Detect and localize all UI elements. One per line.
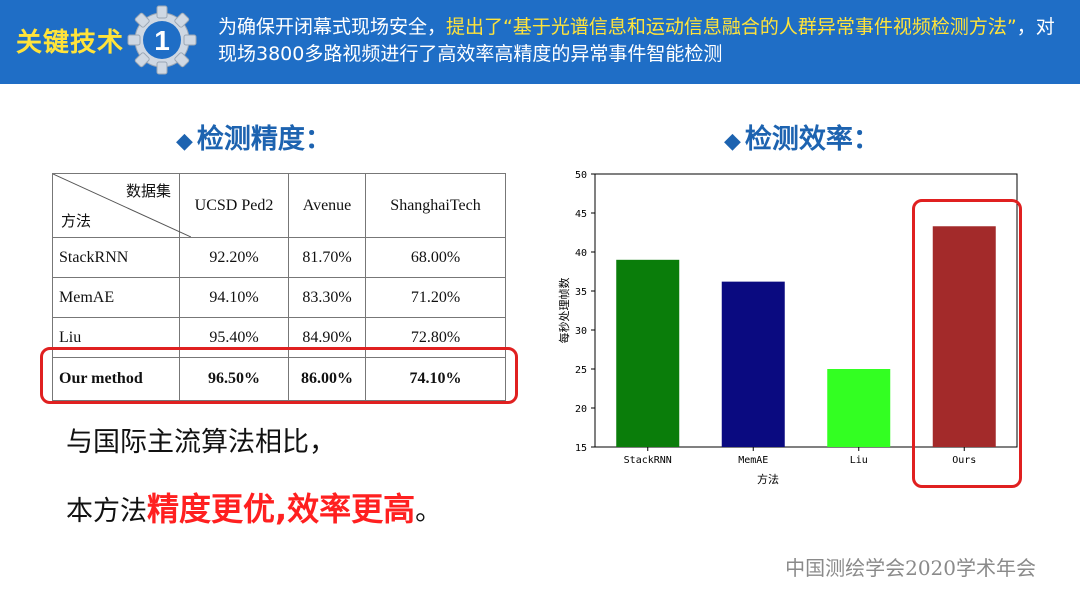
value-cell: 84.90% [288,317,366,358]
accuracy-table: 数据集 方法 UCSD Ped2 Avenue ShanghaiTech Sta… [52,173,506,401]
gear-icon: 1 [127,5,197,75]
value-cell: 68.00% [365,237,506,278]
method-cell: MemAE [52,277,180,318]
banner-label: 关键技术 [16,28,125,58]
accuracy-title-text: 检测精度： [196,124,332,155]
value-cell: 71.20% [365,277,506,318]
y-tick-label: 15 [575,443,587,454]
value-cell: 86.00% [288,357,366,401]
method-cell: StackRNN [52,237,180,278]
x-tick-label: Ours [952,455,976,466]
x-tick-label: Liu [850,455,868,466]
summary-line-2: 本方法精度更优,效率更高。 [66,484,442,530]
y-tick-label: 40 [575,248,587,259]
efficiency-title: ◆ 检测效率： [724,117,880,156]
summary-prefix: 本方法 [66,496,147,527]
highlight-box-table [40,347,518,404]
x-tick-label: MemAE [738,455,768,466]
efficiency-bar-chart: 15 20 25 30 35 40 45 50 StackRNN MemAE Liu Ours 方法 每秒… [557,170,1018,486]
plot-frame [594,173,1018,448]
value-cell: 95.40% [179,317,289,358]
value-cell: 83.30% [288,277,366,318]
summary-suffix: 。 [415,496,443,527]
badge-number: 1 [154,25,170,56]
y-tick-label: 35 [575,287,587,298]
summary-emphasis: 精度更优,效率更高 [147,490,416,528]
value-cell: 96.50% [179,357,289,401]
table-row-ours: Our method 96.50% 86.00% 74.10% [52,357,506,401]
bar [616,259,680,447]
diamond-bullet-icon: ◆ [176,129,193,154]
y-tick-label: 30 [575,326,587,337]
y-tick-label: 20 [575,404,587,415]
banner-text-part2: ，对现场3800多路视频进行了高效率高精度的异常事件智能检测 [218,16,1055,65]
table-row: StackRNN 92.20% 81.70% 68.00% [52,237,506,278]
header-method-label: 方法 [61,214,92,230]
table-row: MemAE 94.10% 83.30% 71.20% [52,277,506,318]
summary-line-1: 与国际主流算法相比， [66,427,336,458]
bar [932,226,996,447]
y-axis-label: 每秒处理帧数 [557,278,571,344]
header-banner: 关键技术 1 为确保开闭幕式现场安全，提出了“基于光谱信息和运动信息融合的人群异… [0,0,1080,84]
value-cell: 74.10% [365,357,506,401]
header-dataset-label: 数据集 [125,184,171,200]
x-axis-label: 方法 [757,472,779,486]
value-cell: 92.20% [179,237,289,278]
table-header-row: 数据集 方法 UCSD Ped2 Avenue ShanghaiTech [52,173,506,238]
column-header: ShanghaiTech [365,173,506,238]
bar [827,369,891,447]
highlight-box-ours-bar [912,199,1022,488]
column-header: UCSD Ped2 [179,173,289,238]
table-row: Liu 95.40% 84.90% 72.80% [52,317,506,358]
x-tick-label: StackRNN [624,455,672,466]
footer-conference: 中国测绘学会2020学术年会 [785,556,1036,580]
banner-text-part1: 为确保开闭幕式现场安全， [218,16,447,38]
y-tick-label: 50 [575,170,587,181]
banner-text-highlight: 提出了“基于光谱信息和运动信息融合的人群异常事件视频检测方法” [446,16,1017,38]
column-header: Avenue [288,173,366,238]
diagonal-line [53,174,191,237]
y-tick-label: 45 [575,209,587,220]
banner-description: 为确保开闭幕式现场安全，提出了“基于光谱信息和运动信息融合的人群异常事件视频检测… [218,14,1068,68]
accuracy-title: ◆ 检测精度： [176,117,332,156]
diagonal-header-cell: 数据集 方法 [52,173,191,238]
value-cell: 81.70% [288,237,366,278]
y-tick-label: 25 [575,365,587,376]
bar [721,281,785,447]
efficiency-title-text: 检测效率： [744,124,880,155]
value-cell: 94.10% [179,277,289,318]
diamond-bullet-icon: ◆ [724,129,741,154]
